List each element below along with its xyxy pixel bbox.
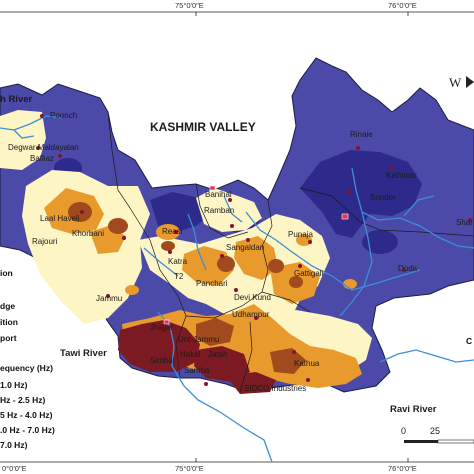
river-label-tawi: Tawi River bbox=[60, 348, 107, 359]
bottom-coord-left: 0°0'0"E bbox=[2, 464, 27, 473]
legend-frequency-class: 1.0 Hz) bbox=[0, 380, 28, 390]
low-zones bbox=[0, 110, 372, 374]
bottom-coord-76: 76°0'0"E bbox=[388, 464, 417, 473]
site-marker bbox=[168, 250, 172, 254]
place-label: SIDCO Industries bbox=[244, 384, 306, 393]
top-coord-75: 75°0'0"E bbox=[175, 1, 204, 10]
site-marker bbox=[390, 166, 394, 170]
place-label: Reasi bbox=[162, 227, 183, 236]
place-label: Devi Kund bbox=[234, 293, 271, 302]
site-marker bbox=[308, 240, 312, 244]
site-marker bbox=[306, 378, 310, 382]
site-marker bbox=[40, 114, 44, 118]
site-marker bbox=[122, 236, 126, 240]
site-marker bbox=[58, 154, 62, 158]
very-high-zones bbox=[118, 320, 276, 394]
place-label: Rajouri bbox=[32, 237, 58, 246]
site-marker bbox=[230, 224, 234, 228]
site-marker bbox=[348, 190, 352, 194]
place-label: Shar bbox=[456, 218, 473, 227]
place-label: Degwar Maldayalan bbox=[8, 143, 79, 152]
place-label: Jammu bbox=[96, 294, 122, 303]
site-marker bbox=[292, 350, 296, 354]
place-labels: Poonch Degwar Maldayalan Bafliaz Rinaie … bbox=[8, 111, 473, 393]
site-marker bbox=[168, 342, 172, 346]
place-label: Laal Haveli bbox=[40, 214, 80, 223]
compass-rose: W bbox=[449, 75, 474, 90]
site-marker bbox=[170, 324, 174, 328]
river-label-h: h River bbox=[0, 94, 33, 105]
place-label: Sangaldan bbox=[226, 243, 264, 252]
place-label: Panchari bbox=[196, 279, 228, 288]
place-label: Punaja bbox=[288, 230, 313, 239]
map-frame bbox=[0, 11, 474, 463]
site-markers bbox=[36, 114, 472, 386]
legend: ion dge ition port equency (Hz) 1.0 Hz) … bbox=[0, 268, 55, 450]
station-marker bbox=[341, 213, 349, 220]
place-label: Simbal bbox=[150, 356, 175, 365]
place-label: T2 bbox=[174, 272, 184, 281]
top-coord-76: 76°0'0"E bbox=[388, 1, 417, 10]
place-label: Katra bbox=[168, 257, 188, 266]
place-label: Samba bbox=[184, 366, 210, 375]
site-marker bbox=[106, 294, 110, 298]
place-label: Poonch bbox=[50, 111, 77, 120]
site-marker bbox=[204, 382, 208, 386]
legend-frequency-class: 7.0 Hz) bbox=[0, 440, 28, 450]
site-marker bbox=[402, 268, 406, 272]
legend-frequency-title: equency (Hz) bbox=[0, 363, 53, 373]
place-label: Kathua bbox=[294, 359, 320, 368]
site-marker bbox=[36, 146, 40, 150]
site-marker bbox=[194, 358, 198, 362]
site-marker bbox=[234, 288, 238, 292]
place-label: Gattigali bbox=[294, 269, 324, 278]
station-marker bbox=[209, 185, 216, 191]
scale-tick-0: 0 bbox=[401, 426, 406, 436]
legend-item: port bbox=[0, 333, 17, 343]
place-label: Hakal bbox=[180, 350, 201, 359]
region-title: KASHMIR VALLEY bbox=[150, 120, 256, 134]
place-label: Khorbani bbox=[72, 229, 104, 238]
place-label: Unt-Jammu bbox=[178, 335, 219, 344]
site-marker bbox=[468, 218, 472, 222]
district-boundaries bbox=[107, 111, 474, 393]
legend-frequency-class: Hz - 2.5 Hz) bbox=[0, 395, 46, 405]
legend-frequency-class: .0 Hz - 7.0 Hz) bbox=[0, 425, 55, 435]
site-marker bbox=[228, 198, 232, 202]
place-label: Banihal bbox=[205, 190, 232, 199]
legend-item: ion bbox=[0, 268, 13, 278]
legend-item: ition bbox=[0, 317, 18, 327]
scale-bar: 0 25 bbox=[401, 426, 474, 444]
site-marker bbox=[80, 210, 84, 214]
site-marker bbox=[298, 264, 302, 268]
place-label: Jhajjar bbox=[150, 323, 174, 332]
rivers bbox=[0, 115, 474, 463]
site-marker bbox=[254, 316, 258, 320]
place-label: Rinaie bbox=[350, 130, 373, 139]
place-label: Bafliaz bbox=[30, 154, 54, 163]
legend-frequency-class: 5 Hz - 4.0 Hz) bbox=[0, 410, 53, 420]
legend-item: dge bbox=[0, 301, 15, 311]
compass-west-icon: W bbox=[449, 75, 462, 90]
station-marker bbox=[163, 319, 170, 325]
site-marker bbox=[246, 238, 250, 242]
river-label-ravi: Ravi River bbox=[390, 404, 437, 415]
bottom-coord-75: 75°0'0"E bbox=[175, 464, 204, 473]
site-marker bbox=[220, 254, 224, 258]
site-marker bbox=[356, 146, 360, 150]
place-label: Kishtwar bbox=[386, 171, 417, 180]
site-marker bbox=[220, 360, 224, 364]
scale-tick-25: 25 bbox=[430, 426, 440, 436]
place-label: Udhampur bbox=[232, 310, 270, 319]
place-label: Jatah bbox=[208, 350, 228, 359]
place-label: Doda bbox=[398, 264, 418, 273]
site-marker bbox=[174, 230, 178, 234]
edge-fragment-c: C bbox=[466, 336, 472, 346]
place-label: Ramban bbox=[204, 206, 234, 215]
place-label: Sonder bbox=[370, 193, 396, 202]
